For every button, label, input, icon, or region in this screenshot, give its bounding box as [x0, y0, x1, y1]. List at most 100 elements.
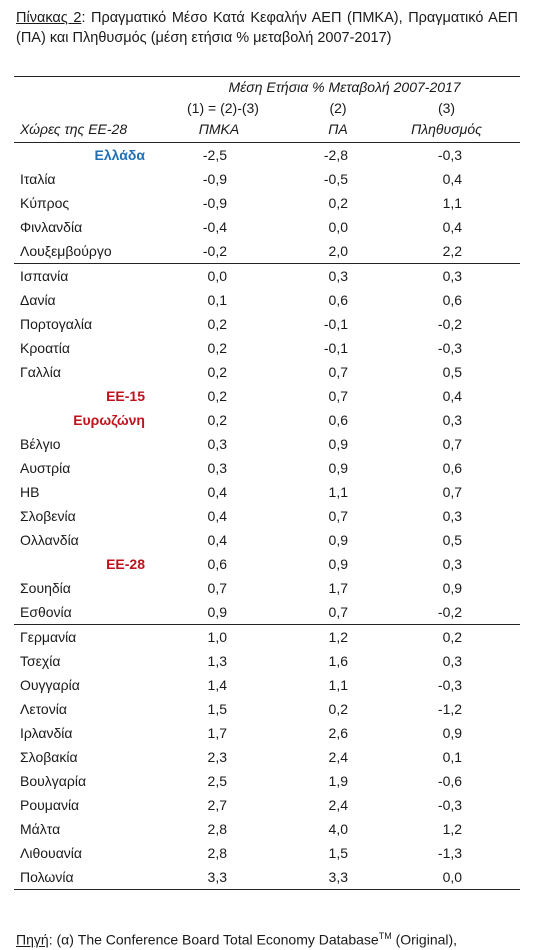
footer-superscript: TM: [378, 931, 392, 941]
value-cell: 0,3: [442, 412, 463, 428]
value-cell: 2,3: [207, 749, 227, 765]
value-cell: 3,3: [269, 865, 379, 890]
table-row: Ολλανδία 0,4 0,9 0,5: [14, 528, 520, 552]
value-cell: 0,0: [379, 865, 521, 890]
value-cell: -0,3: [437, 677, 463, 693]
table-row: Αυστρία 0,3 0,9 0,6: [14, 456, 520, 480]
value-cell: 1,7: [328, 580, 348, 596]
value-cell: -0,6: [437, 773, 463, 789]
country-cell: Ιρλανδία: [20, 725, 73, 741]
country-cell: Σλοβακία: [20, 749, 78, 765]
value-cell: 2,5: [207, 773, 227, 789]
country-cell: ΕΕ-28: [106, 556, 145, 572]
column-number: (2): [329, 100, 347, 116]
country-cell: ΕΕ-15: [106, 388, 145, 404]
value-cell: 1,1: [328, 484, 348, 500]
value-cell: 2,0: [328, 243, 348, 259]
country-cell: Ολλανδία: [20, 532, 79, 548]
column-header: ΠΜΚΑ: [169, 119, 269, 143]
country-cell: Κροατία: [20, 340, 70, 356]
value-cell: 1,1: [328, 677, 348, 693]
value-cell: 0,6: [207, 556, 227, 572]
country-cell: ΗΒ: [20, 484, 40, 500]
value-cell: 0,0: [169, 263, 269, 288]
country-cell: Σουηδία: [20, 580, 71, 596]
country-cell: Αυστρία: [20, 460, 71, 476]
value-cell: 0,2: [207, 316, 227, 332]
table-row: Πολωνία 3,3 3,3 0,0: [14, 865, 521, 890]
value-cell: 1,1: [442, 195, 463, 211]
value-cell: -0,9: [202, 171, 227, 187]
footer-label: Πηγή: [16, 931, 49, 948]
value-cell: 0,7: [442, 484, 463, 500]
table-row: Γερμανία 1,0 1,2 0,2: [14, 624, 521, 649]
country-cell: Σλοβενία: [20, 508, 76, 524]
value-cell: -1,2: [437, 701, 463, 717]
country-cell: Εσθονία: [20, 604, 72, 620]
group-title: Μέση Ετήσια % Μεταβολή 2007-2017: [169, 76, 521, 98]
country-cell: Λιθουανία: [20, 845, 82, 861]
value-cell: 1,7: [207, 725, 227, 741]
value-cell: 0,1: [442, 749, 463, 765]
value-cell: 0,3: [269, 263, 379, 288]
table-row: Γαλλία 0,2 0,7 0,5: [14, 360, 520, 384]
value-cell: -0,3: [437, 340, 463, 356]
value-cell: -1,3: [437, 845, 463, 861]
table-row: ΗΒ 0,4 1,1 0,7: [14, 480, 520, 504]
table-row: Πορτογαλία 0,2 -0,1 -0,2: [14, 312, 520, 336]
country-cell: Κύπρος: [20, 195, 70, 211]
value-cell: -0,2: [437, 316, 463, 332]
value-cell: 0,7: [207, 580, 227, 596]
header-cell: [14, 98, 169, 119]
value-cell: 0,2: [328, 701, 348, 717]
value-cell: -2,8: [269, 142, 379, 167]
value-cell: 0,2: [207, 340, 227, 356]
country-cell: Ουγγαρία: [20, 677, 80, 693]
row-group: Γερμανία 1,0 1,2 0,2 Τσεχία 1,3 1,6 0,3 Ουγγαρία…: [14, 624, 521, 890]
value-cell: 0,2: [207, 364, 227, 380]
country-cell: Ευρωζώνη: [73, 412, 145, 428]
value-cell: 0,3: [442, 556, 463, 572]
value-cell: -0,2: [437, 604, 463, 620]
country-cell: Τσεχία: [20, 653, 61, 669]
table-row: Εσθονία 0,9 0,7 -0,2: [14, 600, 520, 625]
value-cell: 0,9: [328, 460, 348, 476]
table-row: Ελλάδα -2,5 -2,8 -0,3: [14, 142, 521, 167]
value-cell: 1,2: [269, 624, 379, 649]
value-cell: 0,9: [328, 532, 348, 548]
value-cell: 0,4: [442, 219, 463, 235]
value-cell: 0,3: [379, 263, 521, 288]
country-cell: Βουλγαρία: [20, 773, 87, 789]
value-cell: 0,2: [328, 195, 348, 211]
value-cell: 2,8: [207, 821, 227, 837]
value-cell: 0,0: [328, 219, 348, 235]
table-row: Ουγγαρία 1,4 1,1 -0,3: [14, 673, 520, 697]
country-cell: Φινλανδία: [20, 219, 83, 235]
table-row: Κροατία 0,2 -0,1 -0,3: [14, 336, 520, 360]
row-group: Ισπανία 0,0 0,3 0,3 Δανία 0,1 0,6 0,6 Πορτογαλία…: [14, 263, 521, 625]
value-cell: 4,0: [328, 821, 348, 837]
table-row: Βέλγιο 0,3 0,9 0,7: [14, 432, 520, 456]
table-row: Φινλανδία -0,4 0,0 0,4: [14, 215, 520, 239]
value-cell: 1,6: [328, 653, 348, 669]
table-row: ΕΕ-15 0,2 0,7 0,4: [14, 384, 520, 408]
value-cell: 0,9: [207, 604, 227, 620]
value-cell: 2,4: [328, 797, 348, 813]
country-cell: Λετονία: [20, 701, 67, 717]
value-cell: 1,5: [328, 845, 348, 861]
value-cell: 0,7: [442, 436, 463, 452]
table-header: Μέση Ετήσια % Μεταβολή 2007-2017 (1) = (…: [14, 76, 521, 143]
table-row: Ιρλανδία 1,7 2,6 0,9: [14, 721, 520, 745]
value-cell: 0,4: [207, 508, 227, 524]
value-cell: -0,1: [323, 316, 348, 332]
value-cell: 0,2: [207, 412, 227, 428]
value-cell: 0,9: [442, 725, 463, 741]
value-cell: 2,6: [328, 725, 348, 741]
table-row: Σουηδία 0,7 1,7 0,9: [14, 576, 520, 600]
value-cell: 0,7: [328, 508, 348, 524]
table-row: Λετονία 1,5 0,2 -1,2: [14, 697, 520, 721]
value-cell: 1,2: [442, 821, 463, 837]
value-cell: -0,2: [202, 243, 227, 259]
country-cell: Ρουμανία: [20, 797, 80, 813]
